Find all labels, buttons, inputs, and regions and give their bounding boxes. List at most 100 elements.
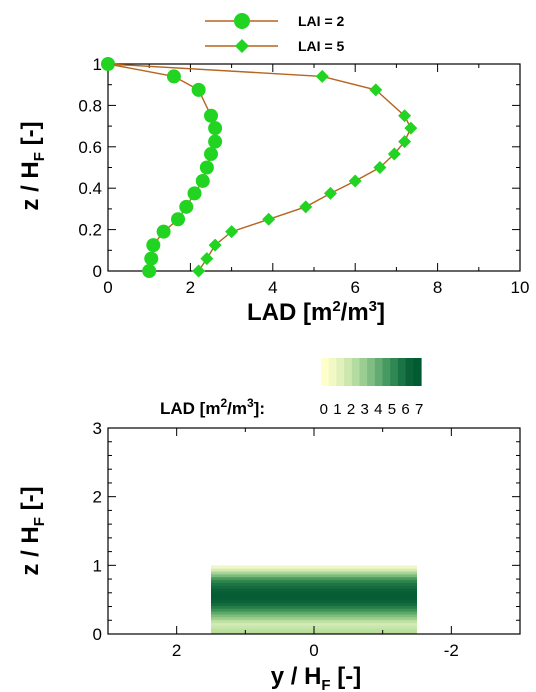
data-point-lai-5: [192, 264, 206, 278]
data-point-lai-2: [191, 82, 206, 97]
bottom-y-tick-label: 0: [93, 625, 102, 644]
top-y-tick-label: 0.8: [78, 96, 102, 115]
legend-entry-lai-5: LAI = 5: [205, 38, 345, 54]
canopy-lad-band: [211, 591, 417, 595]
data-point-lai-5: [373, 161, 387, 174]
data-point-lai-5: [299, 200, 313, 214]
data-point-lai-2: [146, 238, 161, 253]
legend-label-lai-2: LAI = 2: [298, 13, 345, 29]
canopy-lad-band: [211, 576, 417, 581]
data-point-lai-5: [404, 121, 418, 135]
top-x-tick-label: 10: [511, 278, 530, 297]
canopy-lad-band: [211, 596, 417, 601]
bottom-ylabel-main: z / H: [17, 526, 44, 575]
colorbar-swatch: [328, 358, 337, 386]
top-y-tick-label: 0.6: [78, 138, 102, 157]
canopy-lad-band: [211, 608, 417, 612]
colorbar-label: 7: [415, 401, 423, 418]
colorbar-label: 6: [401, 401, 409, 418]
top-x-axis-ticks: 0 2 4 6 8 10: [103, 64, 529, 297]
colorbar-swatch: [351, 358, 361, 386]
canopy-lad-band: [211, 579, 417, 583]
colorbar-swatch: [397, 358, 407, 386]
data-point-lai-2: [187, 186, 202, 201]
top-x-tick-label: 6: [350, 278, 359, 297]
data-point-lai-5: [200, 252, 214, 266]
data-point-lai-2: [195, 173, 210, 188]
series-line-lai-2: [107, 63, 216, 272]
colorbar-label: 5: [388, 401, 396, 418]
colorbar-label: 0: [320, 401, 328, 418]
data-point-lai-2: [199, 160, 214, 175]
canopy-lad-band: [211, 593, 417, 598]
colorbar-label: 3: [361, 401, 369, 418]
top-xlabel-mid: /m: [341, 299, 369, 326]
top-y-axis-ticks: 0 0.2 0.4 0.6 0.8 1: [78, 55, 520, 281]
cb-title-sup2: 3: [247, 396, 254, 410]
canopy-lad-band: [211, 599, 417, 604]
colorbar-swatch: [382, 358, 391, 386]
colorbar-label: 1: [333, 401, 341, 418]
top-x-tick-label: 0: [103, 278, 112, 297]
top-xlabel-sup1: 2: [332, 298, 340, 315]
data-point-lai-2: [156, 224, 171, 239]
colorbar-title: LAD [m2/m3]:: [160, 396, 265, 418]
top-x-tick-label: 8: [433, 278, 442, 297]
data-point-lai-2: [208, 134, 223, 149]
bottom-y-axis-label: z / HF [-]: [17, 486, 48, 575]
data-point-lai-5: [398, 135, 412, 149]
data-point-lai-2: [171, 212, 186, 227]
top-xlabel-sup2: 3: [369, 298, 377, 315]
top-plot-frame: [107, 63, 521, 272]
colorbar-swatch: [367, 358, 376, 386]
data-point-lai-2: [204, 147, 218, 162]
top-y-tick-label: 0.4: [78, 179, 102, 198]
bottom-ylabel-sub: F: [31, 517, 48, 526]
bottom-x-axis-ticks: 2 0 -2: [107, 428, 521, 660]
data-point-lai-5: [398, 109, 412, 123]
colorbar-swatch: [374, 358, 384, 386]
top-ylabel-end: [-]: [17, 121, 44, 152]
data-point-lai-2: [142, 264, 157, 278]
series-line-lai-5: [107, 63, 412, 272]
bottom-x-axis-label: y / HF [-]: [271, 663, 362, 692]
data-point-lai-5: [225, 225, 239, 239]
legend-marker-lai-5: [235, 39, 249, 53]
data-point-lai-2: [166, 69, 181, 84]
data-point-lai-5: [262, 212, 276, 226]
top-x-axis-label: LAD [m2/m3]: [247, 298, 385, 326]
top-y-tick-label: 1: [93, 55, 102, 74]
bottom-y-tick-label: 2: [93, 488, 102, 507]
colorbar-swatch: [344, 358, 353, 386]
data-point-lai-2: [204, 108, 218, 123]
colorbar-swatch: [390, 358, 399, 386]
canopy-lad-band: [211, 605, 417, 609]
data-point-lai-5: [101, 57, 115, 71]
legend-marker-lai-2: [234, 13, 250, 29]
canopy-lad-band: [211, 568, 417, 572]
canopy-lad-band: [211, 602, 417, 606]
canopy-lad-band: [211, 571, 417, 575]
top-ylabel-main: z / H: [17, 161, 44, 210]
canopy-lad-band: [211, 573, 417, 578]
bottom-x-tick-label: 0: [309, 641, 318, 660]
colorbar-swatch: [321, 358, 330, 386]
colorbar-swatches: [321, 358, 422, 386]
canopy-lad-band: [211, 622, 417, 626]
canopy-lad-band: [211, 613, 417, 618]
cb-title-end: ]:: [254, 399, 265, 418]
top-y-axis-label: z / HF [-]: [17, 121, 48, 210]
legend: LAI = 2 LAI = 5: [205, 13, 345, 54]
top-y-tick-label: 0.2: [78, 221, 102, 240]
top-y-tick-label: 0: [93, 262, 102, 281]
canopy-lad-band: [211, 588, 417, 592]
top-series-layer: [101, 57, 418, 278]
bottom-xlabel-main: y / H: [271, 663, 322, 690]
colorbar-swatch: [413, 358, 422, 386]
colorbar-swatch: [359, 358, 368, 386]
top-xlabel-main: LAD [m: [247, 299, 332, 326]
legend-label-lai-5: LAI = 5: [298, 38, 345, 54]
